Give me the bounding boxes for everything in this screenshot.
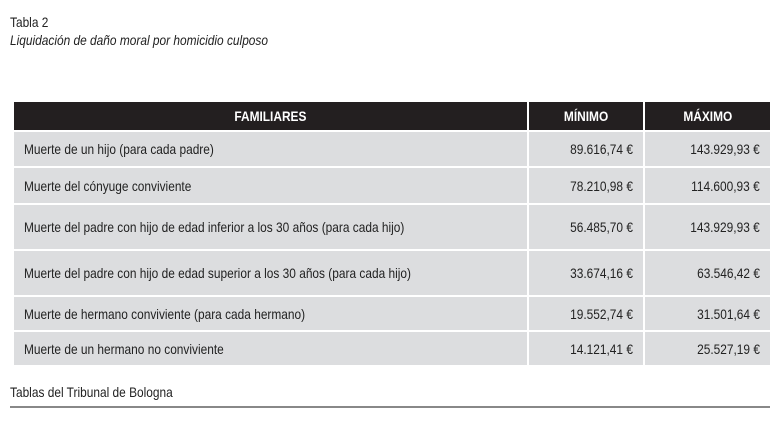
cell-minimo: 89.616,74 € <box>527 130 644 167</box>
divider <box>10 406 770 408</box>
cell-minimo: 33.674,16 € <box>527 249 644 296</box>
cell-familiar: Muerte del padre con hijo de edad superi… <box>14 249 528 296</box>
cell-minimo: 56.485,70 € <box>527 203 644 250</box>
cell-minimo: 19.552,74 € <box>527 295 644 331</box>
header-minimo: MÍNIMO <box>527 102 644 131</box>
cell-maximo: 25.527,19 € <box>643 330 770 365</box>
cell-maximo: 114.600,93 € <box>643 166 770 204</box>
cell-maximo: 31.501,64 € <box>643 295 770 331</box>
table-row: Muerte del cónyuge conviviente 78.210,98 … <box>14 166 770 204</box>
cell-familiar: Muerte de un hijo (para cada padre) <box>14 130 528 167</box>
cell-familiar: Muerte del padre con hijo de edad inferi… <box>14 203 528 250</box>
source-note: Tablas del Tribunal de Bologna <box>10 384 173 400</box>
cell-minimo: 14.121,41 € <box>527 330 644 365</box>
cell-familiar: Muerte de un hermano no conviviente <box>14 330 528 365</box>
cell-maximo: 143.929,93 € <box>643 130 770 167</box>
header-familiares: FAMILIARES <box>14 102 528 131</box>
table-row: Muerte del padre con hijo de edad inferi… <box>14 203 770 250</box>
header-maximo: MÁXIMO <box>643 102 770 131</box>
cell-maximo: 63.546,42 € <box>643 249 770 296</box>
cell-maximo: 143.929,93 € <box>643 203 770 250</box>
table-header-row: FAMILIARES MÍNIMO MÁXIMO <box>14 102 770 131</box>
table-row: Muerte de un hijo (para cada padre) 89.61… <box>14 130 770 167</box>
cell-minimo: 78.210,98 € <box>527 166 644 204</box>
table-caption: Liquidación de daño moral por homicidio … <box>10 32 269 48</box>
cell-familiar: Muerte del cónyuge conviviente <box>14 166 528 204</box>
cell-familiar: Muerte de hermano conviviente (para cada… <box>14 295 528 331</box>
table-row: Muerte de hermano conviviente (para cada… <box>14 295 770 331</box>
table-number: Tabla 2 <box>10 14 49 30</box>
table-row: Muerte del padre con hijo de edad superi… <box>14 249 770 296</box>
damages-table: FAMILIARES MÍNIMO MÁXIMO Muerte de un hi… <box>14 102 770 365</box>
table-row: Muerte de un hermano no conviviente 14.12… <box>14 330 770 365</box>
